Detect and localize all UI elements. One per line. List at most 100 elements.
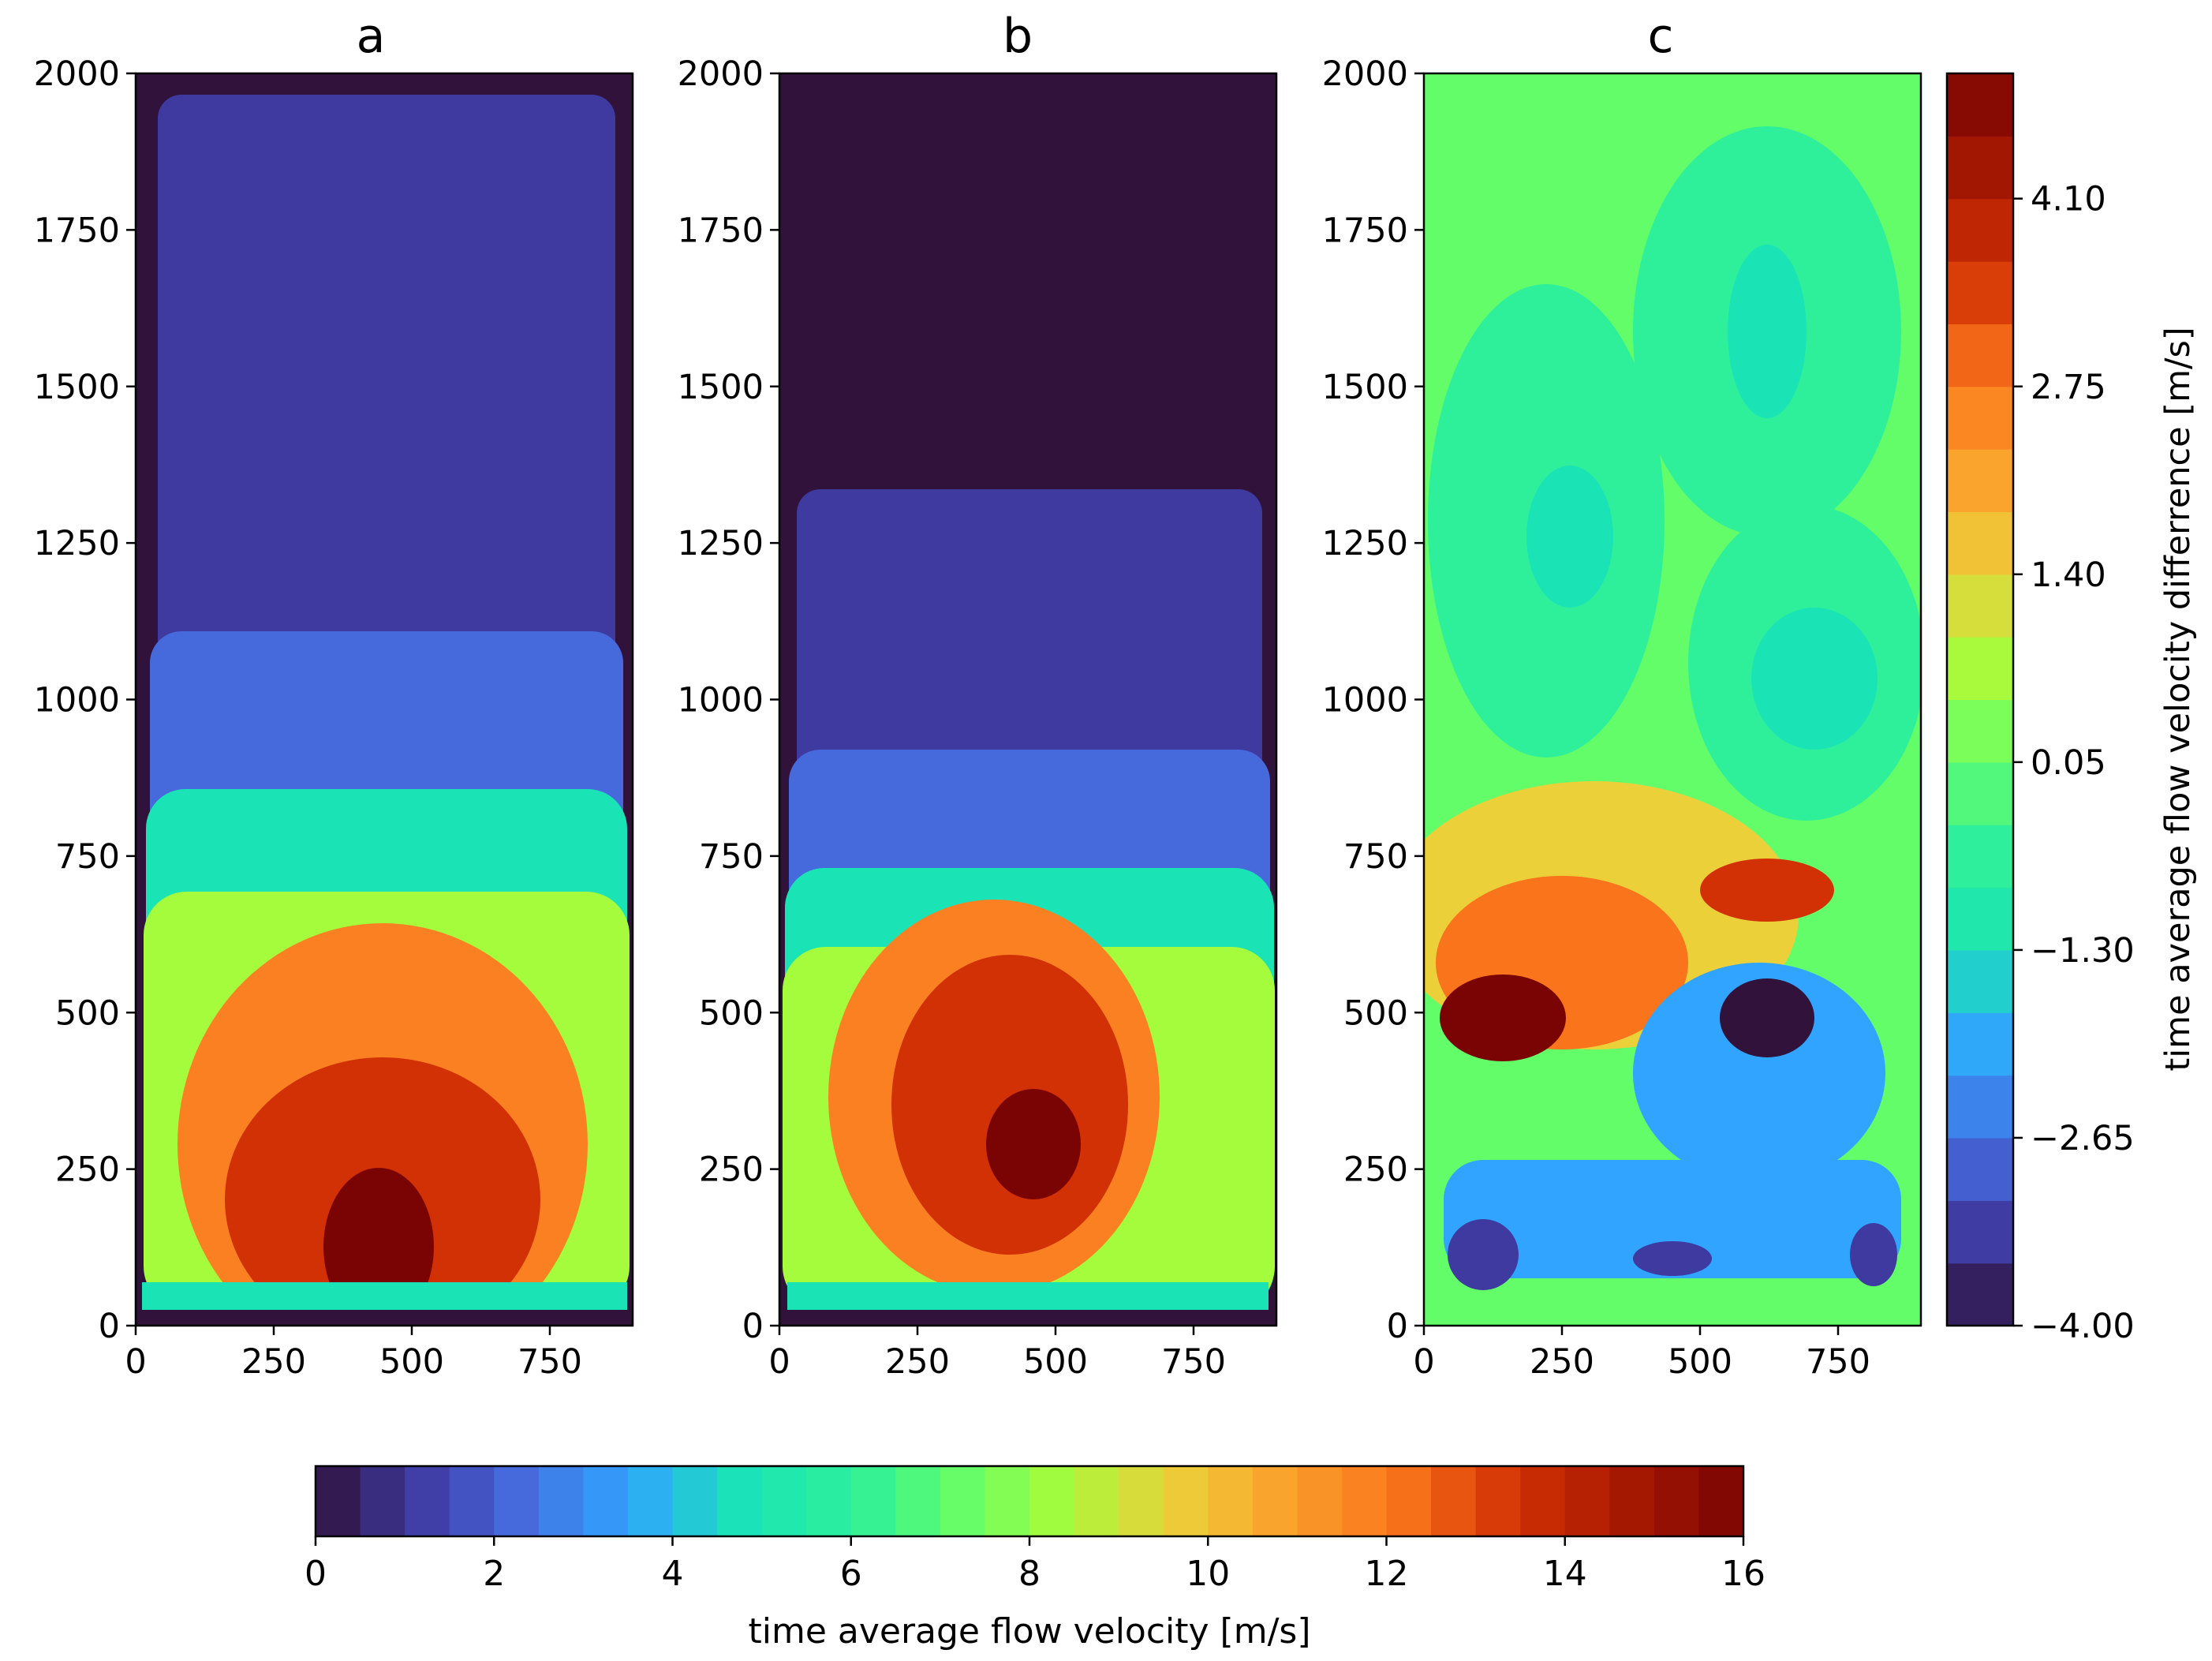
colorbar-difference-band (1947, 637, 2013, 701)
colorbar-difference-band (1947, 73, 2013, 137)
x-axis-b: 0 250 500 750 (768, 1326, 1226, 1382)
colorbar-difference-tick-label: −4.00 (2031, 1307, 2135, 1346)
x-tick-label: 750 (1806, 1342, 1870, 1382)
colorbar-difference-band (1947, 949, 2013, 1013)
colorbar-velocity-band (1119, 1466, 1164, 1536)
y-axis-b: 0 250 500 750 1000 1250 1500 1750 2000 (678, 54, 779, 1346)
y-tick-label: 1750 (34, 211, 120, 250)
heatmap-b-floor-edge (779, 1310, 1276, 1326)
colorbar-difference-band (1947, 1012, 2013, 1076)
colorbar-difference-band (1947, 699, 2013, 763)
x-tick-label: 0 (125, 1342, 146, 1382)
panel-title-c: c (1648, 9, 1674, 64)
colorbar-velocity-tick-label: 10 (1186, 1554, 1230, 1594)
panel-title-b: b (1003, 9, 1033, 64)
colorbar-velocity-band (316, 1466, 361, 1536)
y-tick-label: 750 (699, 837, 764, 877)
heatmap-c-cold-bottom-left (1448, 1219, 1519, 1290)
colorbar-difference-label: time average flow velocity differrence [… (2158, 327, 2198, 1071)
colorbar-velocity-band (985, 1466, 1030, 1536)
colorbar-difference-tick-label: 1.40 (2031, 556, 2106, 595)
colorbar-difference-band (1947, 136, 2013, 200)
y-tick-label: 1000 (34, 681, 120, 720)
y-tick-label: 0 (1387, 1307, 1408, 1346)
colorbar-velocity-band (583, 1466, 629, 1536)
colorbar-velocity-band (1653, 1466, 1700, 1536)
colorbar-difference-band (1947, 1200, 2013, 1264)
colorbar-difference-band (1947, 198, 2013, 262)
y-axis-c: 0 250 500 750 1000 1250 1500 1750 2000 (1322, 54, 1424, 1346)
x-tick-label: 500 (379, 1342, 444, 1382)
x-tick-label: 0 (1413, 1342, 1434, 1382)
colorbar-difference-tick-label: −1.30 (2031, 931, 2135, 971)
heatmap-a (136, 73, 633, 1326)
heatmap-c-cold-core (1720, 978, 1814, 1057)
colorbar-velocity-band (1341, 1466, 1388, 1536)
x-tick-label: 0 (768, 1342, 790, 1382)
panel-title-a: a (357, 9, 386, 64)
colorbar-velocity-band (1208, 1466, 1254, 1536)
colorbar-velocity-band (494, 1466, 540, 1536)
y-tick-label: 500 (55, 993, 120, 1033)
colorbar-difference-band (1947, 386, 2013, 450)
y-tick-label: 2000 (678, 54, 764, 94)
y-tick-label: 750 (1343, 837, 1408, 877)
x-axis-a: 0 250 500 750 (125, 1326, 582, 1382)
heatmap-c-neg-mid-right-core (1751, 608, 1878, 750)
colorbar-velocity-band (1431, 1466, 1477, 1536)
colorbar-velocity-band (1609, 1466, 1655, 1536)
colorbar-velocity-band (1698, 1466, 1744, 1536)
colorbar-velocity-band (1163, 1466, 1209, 1536)
colorbar-difference-bands (1947, 73, 2013, 1326)
y-tick-label: 2000 (34, 54, 120, 94)
colorbar-velocity-ticks: 0 2 4 6 8 10 12 14 16 (305, 1536, 1765, 1594)
colorbar-velocity-band (806, 1466, 852, 1536)
colorbar-velocity-tick-label: 4 (662, 1554, 684, 1594)
colorbar-velocity-band (627, 1466, 674, 1536)
heatmap-c-cold-ring (1633, 963, 1885, 1184)
colorbar-velocity-band (1564, 1466, 1610, 1536)
heatmap-c (1424, 73, 1921, 1326)
panel-a: 0 250 500 750 0 250 500 750 1000 1250 1500 1750 200… (34, 54, 634, 1382)
y-tick-label: 1500 (1322, 368, 1408, 407)
y-tick-label: 250 (699, 1150, 764, 1190)
y-tick-label: 1000 (1322, 681, 1408, 720)
heatmap-a-floor-strip (142, 1282, 627, 1314)
x-tick-label: 500 (1668, 1342, 1732, 1382)
colorbar-difference: −4.00 −2.65 −1.30 0.05 1.40 2.75 4.10 time ave… (1945, 72, 2198, 1346)
colorbar-difference-band (1947, 1075, 2013, 1139)
y-tick-label: 1250 (1322, 524, 1408, 563)
colorbar-difference-band (1947, 1263, 2013, 1326)
y-tick-label: 0 (742, 1307, 764, 1346)
heatmap-b-floor-strip (787, 1282, 1269, 1314)
y-tick-label: 750 (55, 837, 120, 877)
heatmap-b-core (986, 1089, 1081, 1199)
colorbar-difference-band (1947, 887, 2013, 951)
heatmap-c-neg-upper-left-core (1526, 466, 1613, 608)
y-tick-label: 1500 (678, 368, 764, 407)
heatmap-c-cold-bottom-right (1850, 1223, 1897, 1286)
colorbar-velocity-band (1074, 1466, 1119, 1536)
y-tick-label: 250 (55, 1150, 120, 1190)
colorbar-velocity-band (1252, 1466, 1298, 1536)
heatmap-a-floor-edge (136, 1310, 633, 1326)
colorbar-velocity-band (1475, 1466, 1521, 1536)
x-tick-label: 250 (1530, 1342, 1594, 1382)
colorbar-velocity-tick-label: 2 (483, 1554, 505, 1594)
y-tick-label: 1500 (34, 368, 120, 407)
colorbar-velocity-tick-label: 6 (840, 1554, 862, 1594)
x-tick-label: 500 (1023, 1342, 1088, 1382)
heatmap-c-hot-core (1440, 975, 1566, 1061)
panel-c: 0 250 500 750 0 250 500 750 1000 1250 1500 1750 200… (1322, 54, 1922, 1382)
x-tick-label: 250 (885, 1342, 950, 1382)
colorbar-difference-tick-label: 0.05 (2031, 743, 2106, 783)
x-axis-c: 0 250 500 750 (1413, 1326, 1870, 1382)
colorbar-difference-band (1947, 449, 2013, 513)
y-tick-label: 1000 (678, 681, 764, 720)
colorbar-velocity-band (538, 1466, 584, 1536)
colorbar-difference-tick-label: 4.10 (2031, 180, 2106, 219)
colorbar-velocity-tick-label: 8 (1018, 1554, 1041, 1594)
colorbar-difference-band (1947, 761, 2013, 825)
colorbar-velocity-bands (316, 1466, 1744, 1536)
colorbar-difference-band (1947, 324, 2013, 387)
